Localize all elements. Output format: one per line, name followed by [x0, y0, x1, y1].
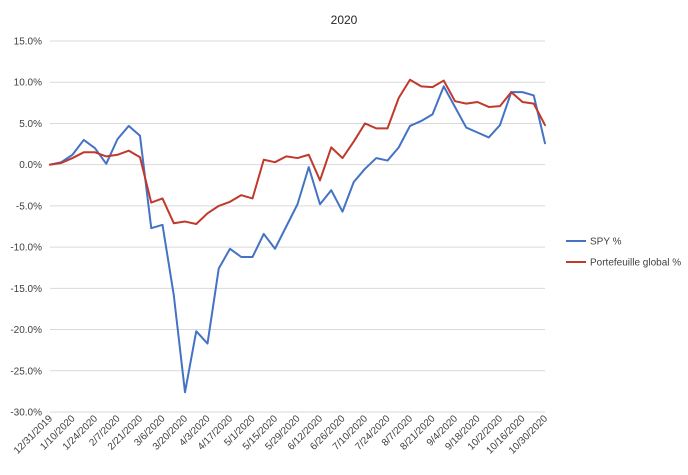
y-tick-label: -5.0% — [16, 201, 42, 212]
y-tick-label: 5.0% — [19, 119, 42, 130]
y-tick-label: 10.0% — [14, 78, 42, 89]
y-tick-label: -30.0% — [10, 408, 42, 419]
y-tick-label: 15.0% — [14, 37, 42, 48]
legend-label: SPY % — [590, 237, 622, 248]
y-tick-label: -20.0% — [10, 325, 42, 336]
legend: SPY % Portefeuille global % — [566, 237, 681, 269]
y-tick-label: -15.0% — [10, 284, 42, 295]
gridlines — [50, 40, 545, 413]
y-tick-label: -25.0% — [10, 366, 42, 377]
legend-label: Portefeuille global % — [590, 258, 681, 269]
series-line-1 — [49, 78, 546, 226]
chart-title: 2020 — [331, 13, 358, 27]
x-axis-tick-labels: 12/31/20191/10/20201/24/20202/7/20202/21… — [12, 413, 550, 456]
y-tick-label: -10.0% — [10, 243, 42, 254]
y-tick-label: 0.0% — [19, 160, 42, 171]
series-line-0 — [49, 85, 546, 394]
y-axis-tick-labels: 15.0% 10.0% 5.0% 0.0% -5.0% -10.0% -15.0% -20.0… — [10, 37, 42, 419]
series-lines — [49, 78, 546, 394]
